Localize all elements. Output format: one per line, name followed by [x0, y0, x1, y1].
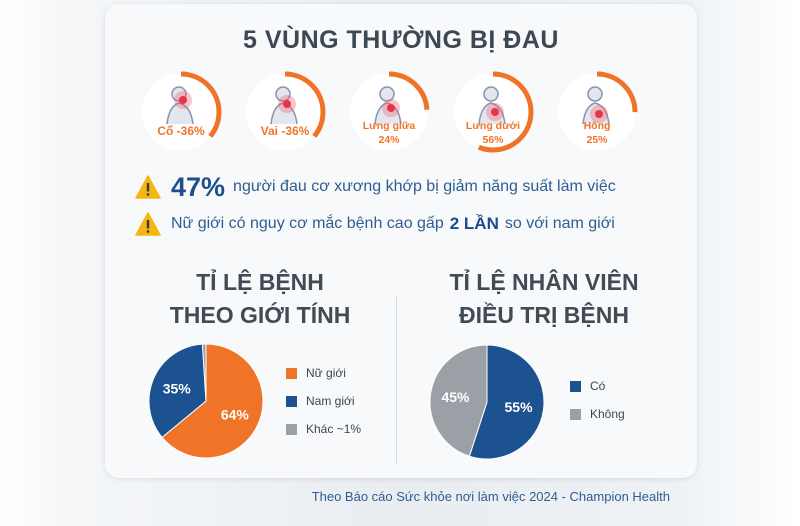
- warning-icon: [135, 175, 161, 199]
- label-line: Vai -36%: [260, 124, 310, 138]
- pain-ring: [244, 71, 326, 153]
- legend-swatch: [286, 423, 297, 435]
- label-line: Lưng dưới: [465, 120, 521, 132]
- lower-back-pain-icon: [478, 86, 506, 125]
- pain-region-label: Cổ -36%: [135, 124, 227, 138]
- pain-region: Lưng giữa 24%: [343, 66, 435, 158]
- alert-gender-risk: Nữ giới có nguy cơ mắc bệnh cao gấp 2 LẦ…: [135, 209, 615, 239]
- label-line: Hông: [583, 120, 611, 132]
- legend-item: Khác ~1%: [286, 417, 361, 441]
- alert-strong: 2 LẦN: [449, 214, 499, 233]
- pain-progress-arc: [140, 71, 222, 153]
- pie-slice: [201, 343, 207, 402]
- pain-progress-arc: [556, 71, 638, 153]
- title-line: THEO GIỚI TÍNH: [169, 302, 351, 328]
- pain-ring: [140, 71, 222, 153]
- shoulder-pain-icon: [270, 86, 298, 125]
- legend-label: Có: [590, 379, 606, 393]
- pie-data-label: 45%: [441, 389, 470, 405]
- pie-data-label: 55%: [505, 399, 534, 415]
- legend-swatch: [570, 408, 581, 420]
- alert-highlight: 47%: [171, 171, 226, 202]
- mid-back-pain-icon: [374, 86, 402, 125]
- page-title: 5 VÙNG THƯỜNG BỊ ĐAU: [243, 26, 559, 54]
- legend-swatch: [286, 367, 297, 379]
- neck-pain-icon: [166, 86, 194, 125]
- label-line: 25%: [586, 134, 608, 146]
- treatment-section-title: TỈ LỆ NHÂN VIÊN ĐIỀU TRỊ BỆNH: [414, 266, 674, 332]
- pain-region: Lưng dưới 56%: [447, 66, 539, 158]
- label-line: Cổ -36%: [157, 124, 205, 138]
- source-note: Theo Báo cáo Sức khỏe nơi làm việc 2024 …: [311, 489, 670, 504]
- alert-productivity: 47% người đau cơ xương khớp bị giảm năng…: [135, 172, 616, 202]
- legend-item: Có: [570, 374, 625, 398]
- legend-label: Nữ giới: [306, 366, 346, 380]
- pain-ring: [452, 71, 534, 153]
- alert-text-before: Nữ giới có nguy cơ mắc bệnh cao gấp: [171, 215, 444, 232]
- warning-icon: [135, 212, 161, 236]
- legend-swatch: [570, 380, 581, 392]
- legend-item: Không: [570, 402, 625, 426]
- legend-label: Không: [590, 407, 625, 421]
- alert-text: người đau cơ xương khớp bị giảm năng suấ…: [233, 178, 616, 195]
- legend-label: Nam giới: [306, 394, 355, 408]
- pie-slice: [468, 344, 545, 460]
- pie-data-label: 35%: [163, 380, 192, 396]
- pie-slice: [161, 343, 264, 459]
- title-line: TỈ LỆ NHÂN VIÊN: [449, 269, 639, 295]
- pain-progress-arc: [452, 71, 534, 153]
- pain-region-label: Hông 25%: [551, 119, 643, 147]
- title-line: TỈ LỆ BỆNH: [196, 269, 324, 295]
- treatment-legend: Có Không: [570, 374, 625, 430]
- treatment-pie-chart: 55% 45%: [429, 344, 545, 460]
- gender-pie-chart: 64% 35%: [148, 343, 264, 459]
- pain-region: Cổ -36%: [135, 66, 227, 158]
- legend-swatch: [286, 395, 297, 407]
- pie-slice: [148, 343, 207, 439]
- pain-region-label: Lưng giữa 24%: [343, 119, 435, 147]
- label-line: 24%: [378, 134, 400, 146]
- alert-text-after: so với nam giới: [504, 215, 615, 232]
- pain-ring: [348, 71, 430, 153]
- pain-region-label: Vai -36%: [239, 124, 331, 138]
- gender-section-title: TỈ LỆ BỆNH THEO GIỚI TÍNH: [130, 266, 390, 332]
- infographic-card: 5 VÙNG THƯỜNG BỊ ĐAU Cổ -36% Vai -36% Lưng…: [105, 4, 697, 478]
- pain-regions: Cổ -36% Vai -36% Lưng giữa 24% Lưng dưới 56% H…: [135, 66, 675, 161]
- hip-pain-icon: [582, 86, 610, 125]
- gender-legend: Nữ giới Nam giới Khác ~1%: [286, 361, 361, 445]
- legend-item: Nữ giới: [286, 361, 361, 385]
- pain-region: Vai -36%: [239, 66, 331, 158]
- legend-item: Nam giới: [286, 389, 361, 413]
- pain-region-label: Lưng dưới 56%: [447, 119, 539, 147]
- label-line: Lưng giữa: [362, 120, 416, 132]
- pie-data-label: 64%: [221, 407, 250, 423]
- pain-region: Hông 25%: [551, 66, 643, 158]
- divider: [396, 296, 397, 464]
- title-line: ĐIỀU TRỊ BỆNH: [459, 302, 629, 328]
- pie-slice: [429, 344, 488, 457]
- pain-progress-arc: [244, 71, 326, 153]
- pain-progress-arc: [348, 71, 430, 153]
- legend-label: Khác ~1%: [306, 422, 362, 436]
- label-line: 56%: [482, 134, 504, 146]
- pain-ring: [556, 71, 638, 153]
